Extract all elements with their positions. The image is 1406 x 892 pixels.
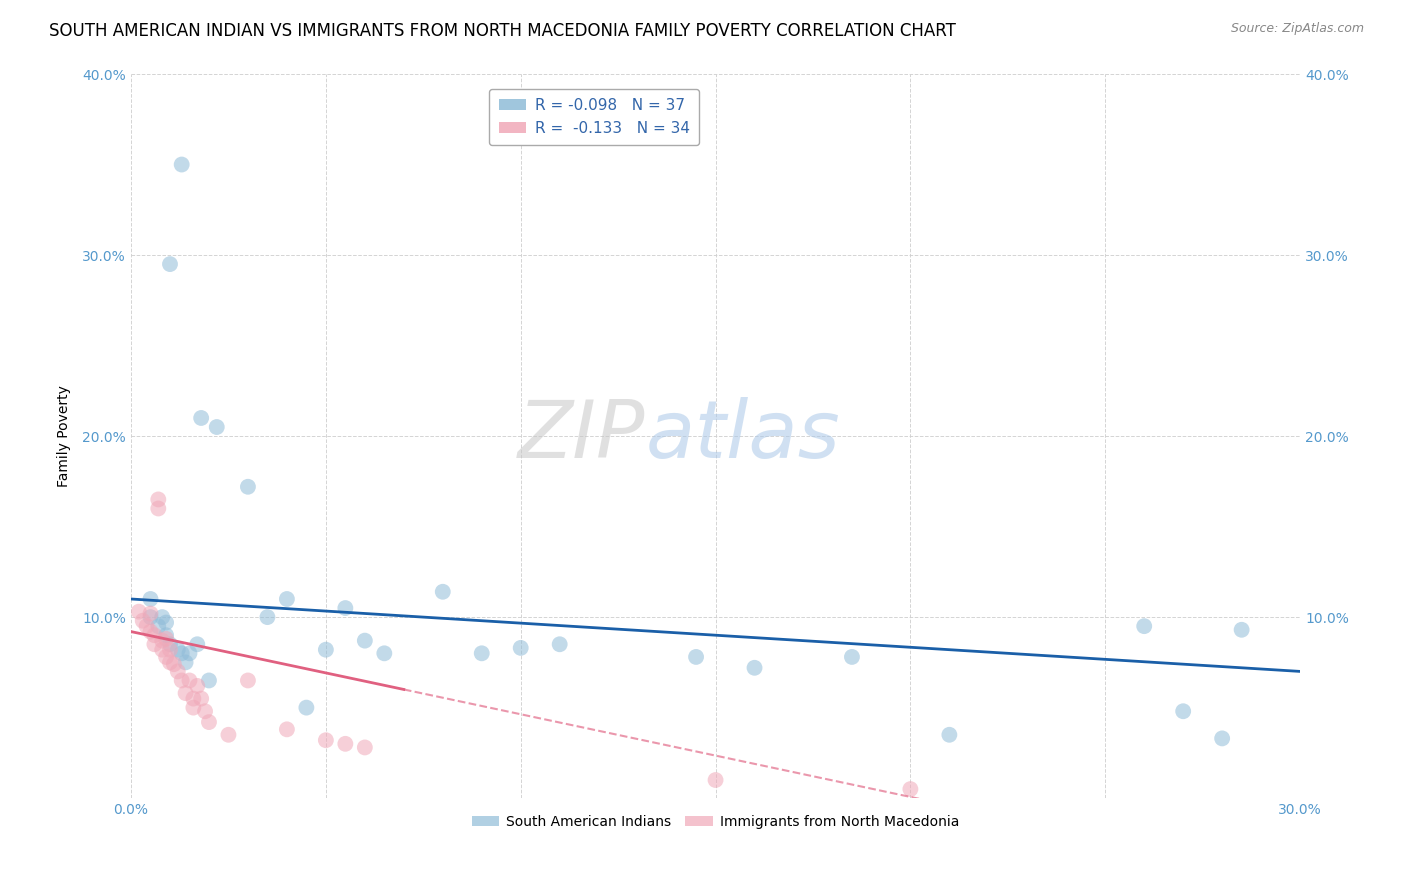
Point <box>186 637 208 651</box>
Point <box>295 700 318 714</box>
Point <box>132 614 155 628</box>
Point <box>159 257 181 271</box>
Point <box>353 633 375 648</box>
Point <box>148 619 170 633</box>
Point <box>163 657 186 672</box>
Point <box>1211 731 1233 746</box>
Point <box>179 673 201 688</box>
Point <box>155 632 177 646</box>
Point <box>166 665 188 679</box>
Point <box>900 782 922 797</box>
Point <box>938 728 960 742</box>
Point <box>139 624 162 639</box>
Point <box>704 772 727 787</box>
Point <box>150 642 173 657</box>
Point <box>194 704 217 718</box>
Point <box>373 646 395 660</box>
Point <box>166 642 188 657</box>
Point <box>155 649 177 664</box>
Point <box>183 700 205 714</box>
Point <box>155 628 177 642</box>
Point <box>186 679 208 693</box>
Point <box>170 646 193 660</box>
Point <box>276 592 298 607</box>
Point <box>148 492 170 507</box>
Text: ZIP: ZIP <box>517 397 645 475</box>
Point <box>744 661 766 675</box>
Point <box>139 607 162 621</box>
Point <box>315 733 337 747</box>
Point <box>179 646 201 660</box>
Text: atlas: atlas <box>645 397 841 475</box>
Point <box>236 673 259 688</box>
Point <box>236 480 259 494</box>
Text: Source: ZipAtlas.com: Source: ZipAtlas.com <box>1230 22 1364 36</box>
Point <box>139 592 162 607</box>
Y-axis label: Family Poverty: Family Poverty <box>58 385 72 487</box>
Point <box>1173 704 1195 718</box>
Point <box>143 628 166 642</box>
Point <box>150 633 173 648</box>
Point <box>143 637 166 651</box>
Point <box>335 737 357 751</box>
Point <box>128 605 150 619</box>
Point <box>159 637 181 651</box>
Point <box>276 723 298 737</box>
Point <box>174 656 197 670</box>
Point <box>170 157 193 171</box>
Point <box>174 686 197 700</box>
Point <box>155 615 177 630</box>
Point <box>139 610 162 624</box>
Point <box>471 646 494 660</box>
Point <box>509 640 531 655</box>
Point <box>159 656 181 670</box>
Point <box>841 649 863 664</box>
Text: SOUTH AMERICAN INDIAN VS IMMIGRANTS FROM NORTH MACEDONIA FAMILY POVERTY CORRELAT: SOUTH AMERICAN INDIAN VS IMMIGRANTS FROM… <box>49 22 956 40</box>
Point <box>353 740 375 755</box>
Point <box>256 610 278 624</box>
Point <box>148 501 170 516</box>
Point <box>548 637 571 651</box>
Point <box>159 642 181 657</box>
Point <box>135 619 157 633</box>
Point <box>335 601 357 615</box>
Point <box>190 411 212 425</box>
Point <box>198 715 221 730</box>
Point <box>432 584 454 599</box>
Point <box>1133 619 1156 633</box>
Point <box>183 691 205 706</box>
Point <box>170 673 193 688</box>
Point <box>198 673 221 688</box>
Point <box>150 610 173 624</box>
Point <box>205 420 228 434</box>
Legend: South American Indians, Immigrants from North Macedonia: South American Indians, Immigrants from … <box>465 810 965 835</box>
Point <box>217 728 239 742</box>
Point <box>1230 623 1253 637</box>
Point <box>685 649 707 664</box>
Point <box>190 691 212 706</box>
Point <box>315 642 337 657</box>
